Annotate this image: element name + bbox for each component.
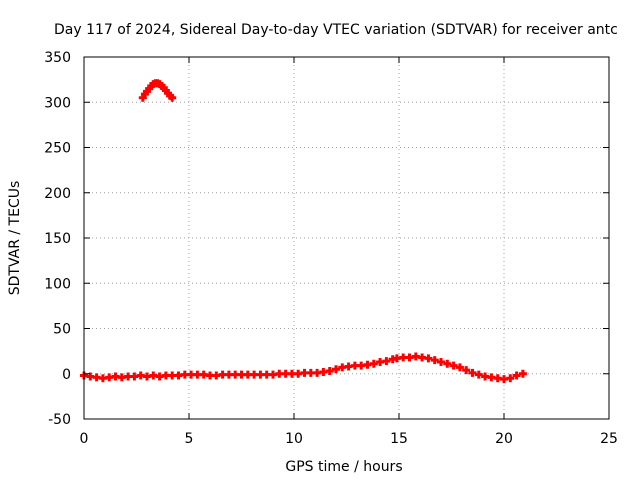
data-point — [518, 369, 527, 378]
x-axis-label: GPS time / hours — [285, 459, 402, 475]
x-tick-label: 15 — [390, 431, 408, 447]
data-point — [424, 354, 433, 363]
y-axis-label: SDTVAR / TECUs — [7, 181, 23, 296]
data-point — [455, 363, 464, 372]
data-point — [468, 368, 477, 377]
y-tick-label: 350 — [44, 50, 71, 66]
data-point — [325, 367, 334, 376]
data-point — [437, 357, 445, 366]
y-tick-label: 250 — [44, 141, 71, 157]
data-point — [449, 361, 458, 370]
data-point — [332, 365, 340, 374]
data-point — [512, 371, 521, 380]
y-tick-label: 200 — [44, 186, 71, 202]
data-point — [443, 359, 452, 368]
x-tick-label: 0 — [80, 431, 89, 447]
data-point — [430, 356, 439, 365]
plot-frame — [83, 56, 610, 420]
y-tick-label: 0 — [62, 367, 71, 383]
chart-title: Day 117 of 2024, Sidereal Day-to-day VTE… — [54, 22, 618, 38]
x-tick-label: 25 — [600, 431, 618, 447]
y-tick-label: 300 — [44, 95, 71, 111]
axis-ticks: 0 5 10 15 20 25 -50 0 50 100 150 200 250 300 350 — [44, 50, 618, 447]
data-point — [369, 359, 378, 368]
data-point — [382, 357, 391, 366]
data-point — [506, 374, 515, 383]
data-series-sdtvar — [80, 79, 527, 384]
y-tick-label: 50 — [53, 322, 71, 338]
grid — [84, 57, 609, 419]
y-tick-label: 100 — [44, 276, 71, 292]
x-tick-label: 20 — [495, 431, 513, 447]
x-tick-label: 5 — [185, 431, 194, 447]
data-point — [462, 366, 471, 375]
data-point — [474, 370, 483, 379]
y-tick-label: 150 — [44, 231, 71, 247]
x-tick-label: 10 — [285, 431, 303, 447]
data-point — [168, 93, 177, 102]
y-tick-label: -50 — [48, 412, 71, 428]
